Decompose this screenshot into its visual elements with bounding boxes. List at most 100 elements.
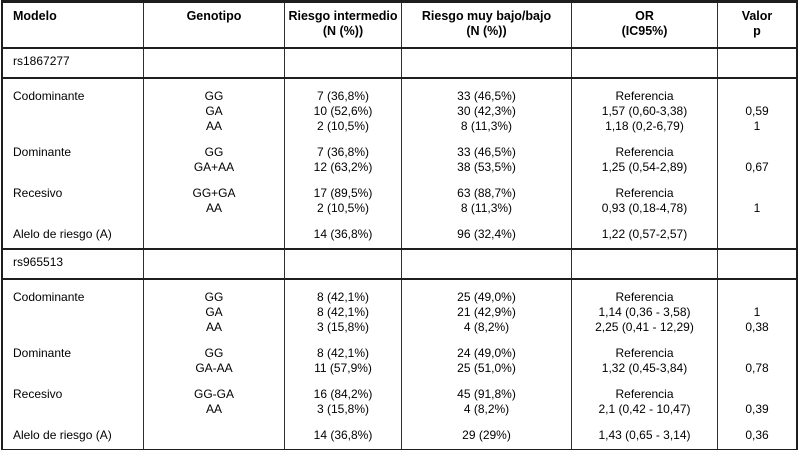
header-label: Valor bbox=[741, 9, 773, 23]
group-values: 0,36 bbox=[718, 428, 796, 443]
count-value: 7 (36,8%) bbox=[316, 145, 370, 159]
section-body-rs965513: Codominante Dominante Recesivo Alelo de … bbox=[3, 280, 796, 450]
section-marker-label: rs1867277 bbox=[13, 54, 70, 68]
valor-p-column-cell: 1 0,38 0,78 0,39 0,36 bbox=[718, 280, 796, 449]
group-values: Referencia 1,57 (0,60-3,38) 1,18 (0,2-6,… bbox=[572, 89, 717, 134]
modelo-column-cell: Codominante Dominante Recesivo Alelo de … bbox=[3, 79, 144, 248]
spacer-line bbox=[144, 428, 284, 443]
table-header-row: Modelo Genotipo Riesgo intermedio (N (%)… bbox=[3, 3, 796, 49]
count-value: 3 (15,8%) bbox=[316, 402, 370, 416]
group-values: 1,43 (0,65 - 3,14) bbox=[572, 428, 717, 443]
count-value: 17 (89,5%) bbox=[313, 186, 373, 200]
or-value: 1,22 (0,57-2,57) bbox=[601, 227, 688, 241]
genotype-value: GG bbox=[204, 290, 224, 304]
spacer-line bbox=[3, 160, 143, 175]
empty-cell bbox=[572, 49, 718, 77]
genotype-value: GA bbox=[205, 305, 223, 319]
spacer-line bbox=[718, 346, 796, 361]
count-value: 25 (49,0%) bbox=[457, 290, 516, 304]
genotype-value: GG bbox=[204, 346, 224, 360]
model-label: Alelo de riesgo (A) bbox=[13, 428, 112, 442]
genotipo-column-cell: GG GA AA GG GA-AA GG-GA AA bbox=[144, 280, 285, 449]
model-label: Recesivo bbox=[13, 387, 63, 401]
group-values: 1 0,38 bbox=[718, 290, 796, 335]
count-value: 14 (36,8%) bbox=[313, 227, 373, 241]
p-value: 0,67 bbox=[745, 160, 769, 174]
model-label: Dominante bbox=[13, 346, 72, 360]
count-value: 8 (42,1%) bbox=[316, 305, 370, 319]
or-value: 1,43 (0,65 - 3,14) bbox=[598, 428, 691, 442]
count-value: 2 (10,5%) bbox=[316, 201, 370, 215]
empty-cell bbox=[402, 250, 572, 278]
or-value: 1,57 (0,60-3,38) bbox=[601, 104, 688, 118]
count-value: 30 (42,3%) bbox=[457, 104, 516, 118]
group-values: GG GA-AA bbox=[144, 346, 284, 376]
count-value: 8 (11,3%) bbox=[460, 119, 513, 133]
count-value: 8 (11,3%) bbox=[460, 201, 513, 215]
header-sublabel: (N (%)) bbox=[466, 24, 507, 38]
model-label: Codominante bbox=[13, 89, 85, 103]
section-marker-cell: rs1867277 bbox=[3, 49, 144, 77]
spacer-line bbox=[3, 305, 143, 320]
model-group-recesivo: Recesivo bbox=[3, 186, 143, 216]
count-value: 63 (88,7%) bbox=[457, 186, 516, 200]
or-value: Referencia bbox=[615, 145, 674, 159]
count-value: 29 (29%) bbox=[462, 428, 511, 442]
empty-cell bbox=[572, 250, 718, 278]
p-value: 0,36 bbox=[745, 428, 769, 442]
count-value: 10 (52,6%) bbox=[313, 104, 373, 118]
header-label: Riesgo intermedio bbox=[288, 9, 398, 23]
or-value: 1,14 (0,36 - 3,58) bbox=[598, 305, 691, 319]
empty-cell bbox=[285, 250, 402, 278]
or-column-cell: Referencia 1,57 (0,60-3,38) 1,18 (0,2-6,… bbox=[572, 79, 718, 248]
count-value: 16 (84,2%) bbox=[313, 387, 373, 401]
group-values: 1 bbox=[718, 186, 796, 216]
valor-p-column-cell: 0,59 1 0,67 1 bbox=[718, 79, 796, 248]
group-values: 24 (49,0%) 25 (51,0%) bbox=[402, 346, 571, 376]
model-label: Dominante bbox=[13, 145, 72, 159]
section-row-rs1867277: rs1867277 bbox=[3, 49, 796, 79]
group-values: Referencia 1,25 (0,54-2,89) bbox=[572, 145, 717, 175]
header-label: OR bbox=[635, 9, 654, 23]
group-values: 45 (91,8%) 4 (8,2%) bbox=[402, 387, 571, 417]
empty-cell bbox=[718, 49, 796, 77]
or-value: 1,18 (0,2-6,79) bbox=[605, 119, 684, 133]
p-value: 1 bbox=[753, 119, 761, 133]
count-value: 45 (91,8%) bbox=[457, 387, 516, 401]
group-values: 7 (36,8%) 12 (63,2%) bbox=[285, 145, 401, 175]
empty-cell bbox=[144, 49, 285, 77]
genotype-value: GG+GA bbox=[192, 186, 236, 200]
p-value: 1 bbox=[753, 201, 761, 215]
or-value: 1,32 (0,45-3,84) bbox=[601, 361, 688, 375]
group-values: GG GA AA bbox=[144, 89, 284, 134]
count-value: 24 (49,0%) bbox=[457, 346, 516, 360]
count-value: 21 (42,9%) bbox=[457, 305, 516, 319]
spacer-line bbox=[718, 227, 796, 242]
count-value: 38 (53,5%) bbox=[457, 160, 516, 174]
col-header-or: OR (IC95%) bbox=[572, 3, 718, 47]
group-values: 33 (46,5%) 30 (42,3%) 8 (11,3%) bbox=[402, 89, 571, 134]
group-values: Referencia 0,93 (0,18-4,78) bbox=[572, 186, 717, 216]
genotype-value: AA bbox=[205, 320, 222, 334]
count-value: 4 (8,2%) bbox=[463, 402, 510, 416]
group-values: Referencia 1,14 (0,36 - 3,58) 2,25 (0,41… bbox=[572, 290, 717, 335]
col-header-valor-p: Valor p bbox=[718, 3, 796, 47]
p-value: 0,59 bbox=[745, 104, 769, 118]
group-values: Referencia 2,1 (0,42 - 10,47) bbox=[572, 387, 717, 417]
genotipo-column-cell: GG GA AA GG GA+AA GG+GA AA bbox=[144, 79, 285, 248]
model-group-codominante: Codominante bbox=[3, 290, 143, 335]
count-value: 33 (46,5%) bbox=[457, 145, 516, 159]
group-values: 29 (29%) bbox=[402, 428, 571, 443]
count-value: 14 (36,8%) bbox=[313, 428, 373, 442]
or-column-cell: Referencia 1,14 (0,36 - 3,58) 2,25 (0,41… bbox=[572, 280, 718, 449]
group-values: 17 (89,5%) 2 (10,5%) bbox=[285, 186, 401, 216]
empty-cell bbox=[718, 250, 796, 278]
or-value: Referencia bbox=[615, 186, 674, 200]
group-values bbox=[144, 227, 284, 242]
model-label: Alelo de riesgo (A) bbox=[13, 227, 112, 241]
or-value: 2,1 (0,42 - 10,47) bbox=[598, 402, 691, 416]
group-values: 14 (36,8%) bbox=[285, 428, 401, 443]
empty-cell bbox=[402, 49, 572, 77]
group-values: 0,67 bbox=[718, 145, 796, 175]
spacer-line bbox=[718, 145, 796, 160]
